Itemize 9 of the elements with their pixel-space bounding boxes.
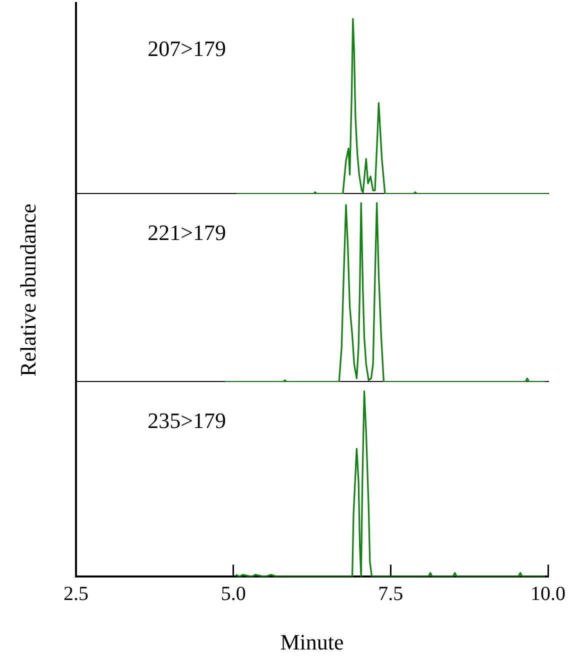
- annotation: 207>179: [148, 36, 226, 61]
- annotation: 235>179: [148, 408, 226, 433]
- x-tick-label: 10.0: [530, 582, 566, 605]
- x-tick-label: 5.0: [220, 582, 246, 605]
- x-tick-label: 7.5: [378, 582, 404, 605]
- x-axis-title: Minute: [280, 630, 344, 655]
- y-axis-title: Relative abundance: [14, 204, 41, 376]
- annotation: 221>179: [148, 220, 226, 245]
- x-tick-label: 2.5: [64, 582, 88, 605]
